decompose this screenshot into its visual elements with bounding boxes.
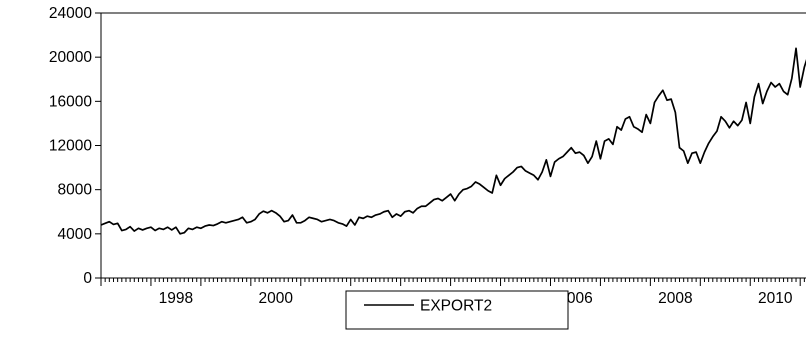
y-tick-label: 0: [83, 270, 92, 287]
x-tick-label: 2000: [259, 290, 294, 307]
x-tick-label: 2010: [758, 290, 793, 307]
y-tick-label: 4000: [58, 226, 93, 243]
legend: EXPORT2: [345, 290, 569, 330]
y-tick-label: 24000: [49, 5, 92, 22]
x-axis: 1998200020022004200620082010: [100, 278, 805, 307]
legend-box: [345, 290, 569, 330]
series-line-export2: [100, 47, 806, 235]
x-tick-label: 1998: [159, 290, 193, 307]
legend-label-export2: EXPORT2: [420, 298, 492, 315]
y-tick-label: 12000: [49, 138, 92, 155]
x-tick-label: 2008: [658, 290, 692, 307]
y-tick-label: 20000: [49, 49, 92, 66]
y-axis: 0 4000 8000 12000 16000 20000 24000: [49, 5, 101, 287]
y-tick-label: 8000: [58, 182, 93, 199]
y-tick-label: 16000: [49, 93, 92, 110]
series-layer: [100, 47, 806, 235]
